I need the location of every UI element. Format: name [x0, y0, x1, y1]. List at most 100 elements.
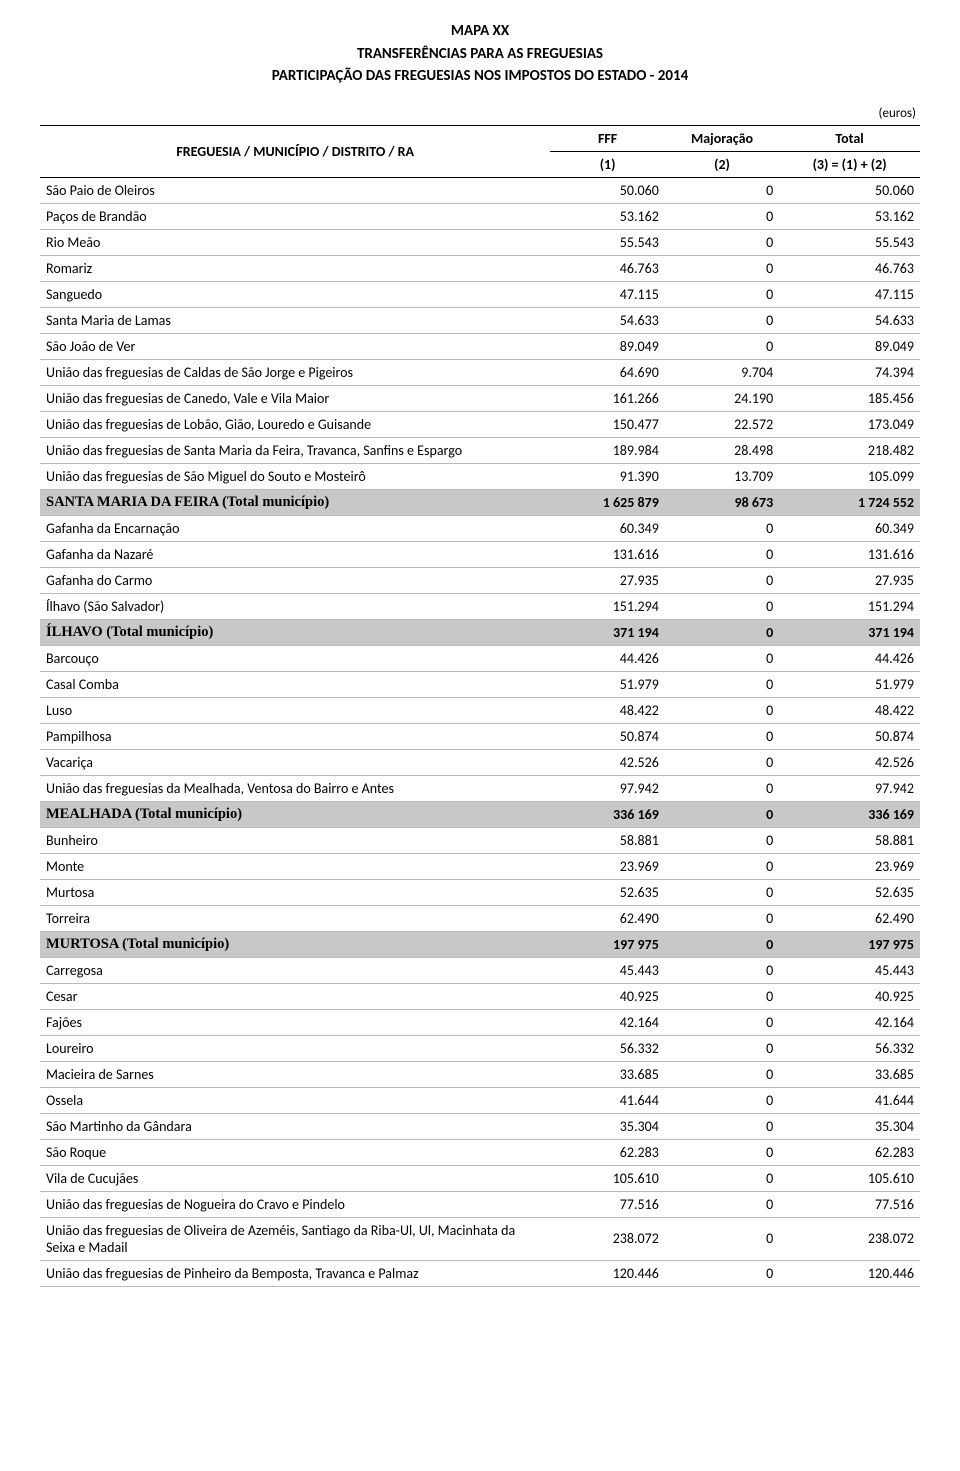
- row-tot: 185.456: [779, 385, 920, 411]
- row-fff: 52.635: [550, 879, 664, 905]
- row-tot: 62.490: [779, 905, 920, 931]
- row-tot: 54.633: [779, 307, 920, 333]
- table-row: Pampilhosa50.874050.874: [40, 723, 920, 749]
- row-tot: 55.543: [779, 229, 920, 255]
- currency-label: (euros): [40, 106, 920, 121]
- row-name: Barcouço: [40, 645, 550, 671]
- table-row: União das freguesias de Canedo, Vale e V…: [40, 385, 920, 411]
- col-header-maj: Majoração: [665, 125, 779, 151]
- row-name: Carregosa: [40, 957, 550, 983]
- row-maj: 0: [665, 879, 779, 905]
- row-fff: 50.874: [550, 723, 664, 749]
- row-maj: 0: [665, 1087, 779, 1113]
- row-maj: 0: [665, 229, 779, 255]
- row-name: Luso: [40, 697, 550, 723]
- table-row: Ossela41.644041.644: [40, 1087, 920, 1113]
- row-name: MEALHADA (Total município): [40, 801, 550, 827]
- table-row: União das freguesias da Mealhada, Ventos…: [40, 775, 920, 801]
- row-fff: 97.942: [550, 775, 664, 801]
- table-row: Vacariça42.526042.526: [40, 749, 920, 775]
- row-fff: 27.935: [550, 567, 664, 593]
- row-fff: 51.979: [550, 671, 664, 697]
- row-fff: 161.266: [550, 385, 664, 411]
- row-tot: 97.942: [779, 775, 920, 801]
- table-row: Gafanha do Carmo27.935027.935: [40, 567, 920, 593]
- row-fff: 23.969: [550, 853, 664, 879]
- row-fff: 105.610: [550, 1165, 664, 1191]
- row-tot: 47.115: [779, 281, 920, 307]
- row-tot: 42.164: [779, 1009, 920, 1035]
- row-fff: 33.685: [550, 1061, 664, 1087]
- row-maj: 0: [665, 957, 779, 983]
- row-name: Monte: [40, 853, 550, 879]
- table-row: União das freguesias de Oliveira de Azem…: [40, 1217, 920, 1260]
- table-row: União das freguesias de Caldas de São Jo…: [40, 359, 920, 385]
- row-maj: 0: [665, 775, 779, 801]
- row-name: União das freguesias de Pinheiro da Bemp…: [40, 1260, 550, 1286]
- row-maj: 0: [665, 1009, 779, 1035]
- table-row: Fajões42.164042.164: [40, 1009, 920, 1035]
- row-maj: 0: [665, 801, 779, 827]
- row-name: Gafanha do Carmo: [40, 567, 550, 593]
- row-fff: 238.072: [550, 1217, 664, 1260]
- row-maj: 0: [665, 749, 779, 775]
- row-tot: 58.881: [779, 827, 920, 853]
- row-name: União das freguesias de Canedo, Vale e V…: [40, 385, 550, 411]
- row-tot: 45.443: [779, 957, 920, 983]
- row-maj: 0: [665, 1113, 779, 1139]
- row-tot: 27.935: [779, 567, 920, 593]
- table-row: União das freguesias de Santa Maria da F…: [40, 437, 920, 463]
- row-name: Gafanha da Encarnação: [40, 515, 550, 541]
- row-fff: 1 625 879: [550, 489, 664, 515]
- table-row: Casal Comba51.979051.979: [40, 671, 920, 697]
- row-maj: 0: [665, 697, 779, 723]
- row-maj: 28.498: [665, 437, 779, 463]
- col-header-name: FREGUESIA / MUNICÍPIO / DISTRITO / RA: [40, 125, 550, 177]
- row-tot: 120.446: [779, 1260, 920, 1286]
- row-tot: 74.394: [779, 359, 920, 385]
- row-tot: 197 975: [779, 931, 920, 957]
- table-row: Vila de Cucujães105.6100105.610: [40, 1165, 920, 1191]
- row-name: União das freguesias de Caldas de São Jo…: [40, 359, 550, 385]
- row-tot: 371 194: [779, 619, 920, 645]
- row-fff: 42.526: [550, 749, 664, 775]
- row-name: São João de Ver: [40, 333, 550, 359]
- table-row: Loureiro56.332056.332: [40, 1035, 920, 1061]
- row-name: Ílhavo (São Salvador): [40, 593, 550, 619]
- table-row: Luso48.422048.422: [40, 697, 920, 723]
- row-fff: 131.616: [550, 541, 664, 567]
- row-name: União das freguesias de São Miguel do So…: [40, 463, 550, 489]
- row-maj: 0: [665, 541, 779, 567]
- row-maj: 98 673: [665, 489, 779, 515]
- row-tot: 238.072: [779, 1217, 920, 1260]
- row-fff: 120.446: [550, 1260, 664, 1286]
- row-tot: 50.874: [779, 723, 920, 749]
- row-maj: 0: [665, 307, 779, 333]
- row-tot: 151.294: [779, 593, 920, 619]
- row-fff: 54.633: [550, 307, 664, 333]
- row-tot: 131.616: [779, 541, 920, 567]
- row-fff: 55.543: [550, 229, 664, 255]
- row-maj: 0: [665, 281, 779, 307]
- row-tot: 105.610: [779, 1165, 920, 1191]
- row-fff: 53.162: [550, 203, 664, 229]
- row-name: Pampilhosa: [40, 723, 550, 749]
- table-row: União das freguesias de Pinheiro da Bemp…: [40, 1260, 920, 1286]
- row-name: Vila de Cucujães: [40, 1165, 550, 1191]
- row-name: Torreira: [40, 905, 550, 931]
- table-row: Murtosa52.635052.635: [40, 879, 920, 905]
- row-fff: 64.690: [550, 359, 664, 385]
- row-name: União das freguesias da Mealhada, Ventos…: [40, 775, 550, 801]
- table-row: União das freguesias de Lobão, Gião, Lou…: [40, 411, 920, 437]
- row-maj: 0: [665, 827, 779, 853]
- row-fff: 46.763: [550, 255, 664, 281]
- title-line-3: PARTICIPAÇÃO DAS FREGUESIAS NOS IMPOSTOS…: [40, 65, 920, 88]
- row-maj: 0: [665, 515, 779, 541]
- row-name: Loureiro: [40, 1035, 550, 1061]
- col-subheader-3: (3) = (1) + (2): [779, 151, 920, 177]
- row-tot: 56.332: [779, 1035, 920, 1061]
- row-fff: 150.477: [550, 411, 664, 437]
- row-fff: 371 194: [550, 619, 664, 645]
- row-fff: 89.049: [550, 333, 664, 359]
- row-name: São Martinho da Gândara: [40, 1113, 550, 1139]
